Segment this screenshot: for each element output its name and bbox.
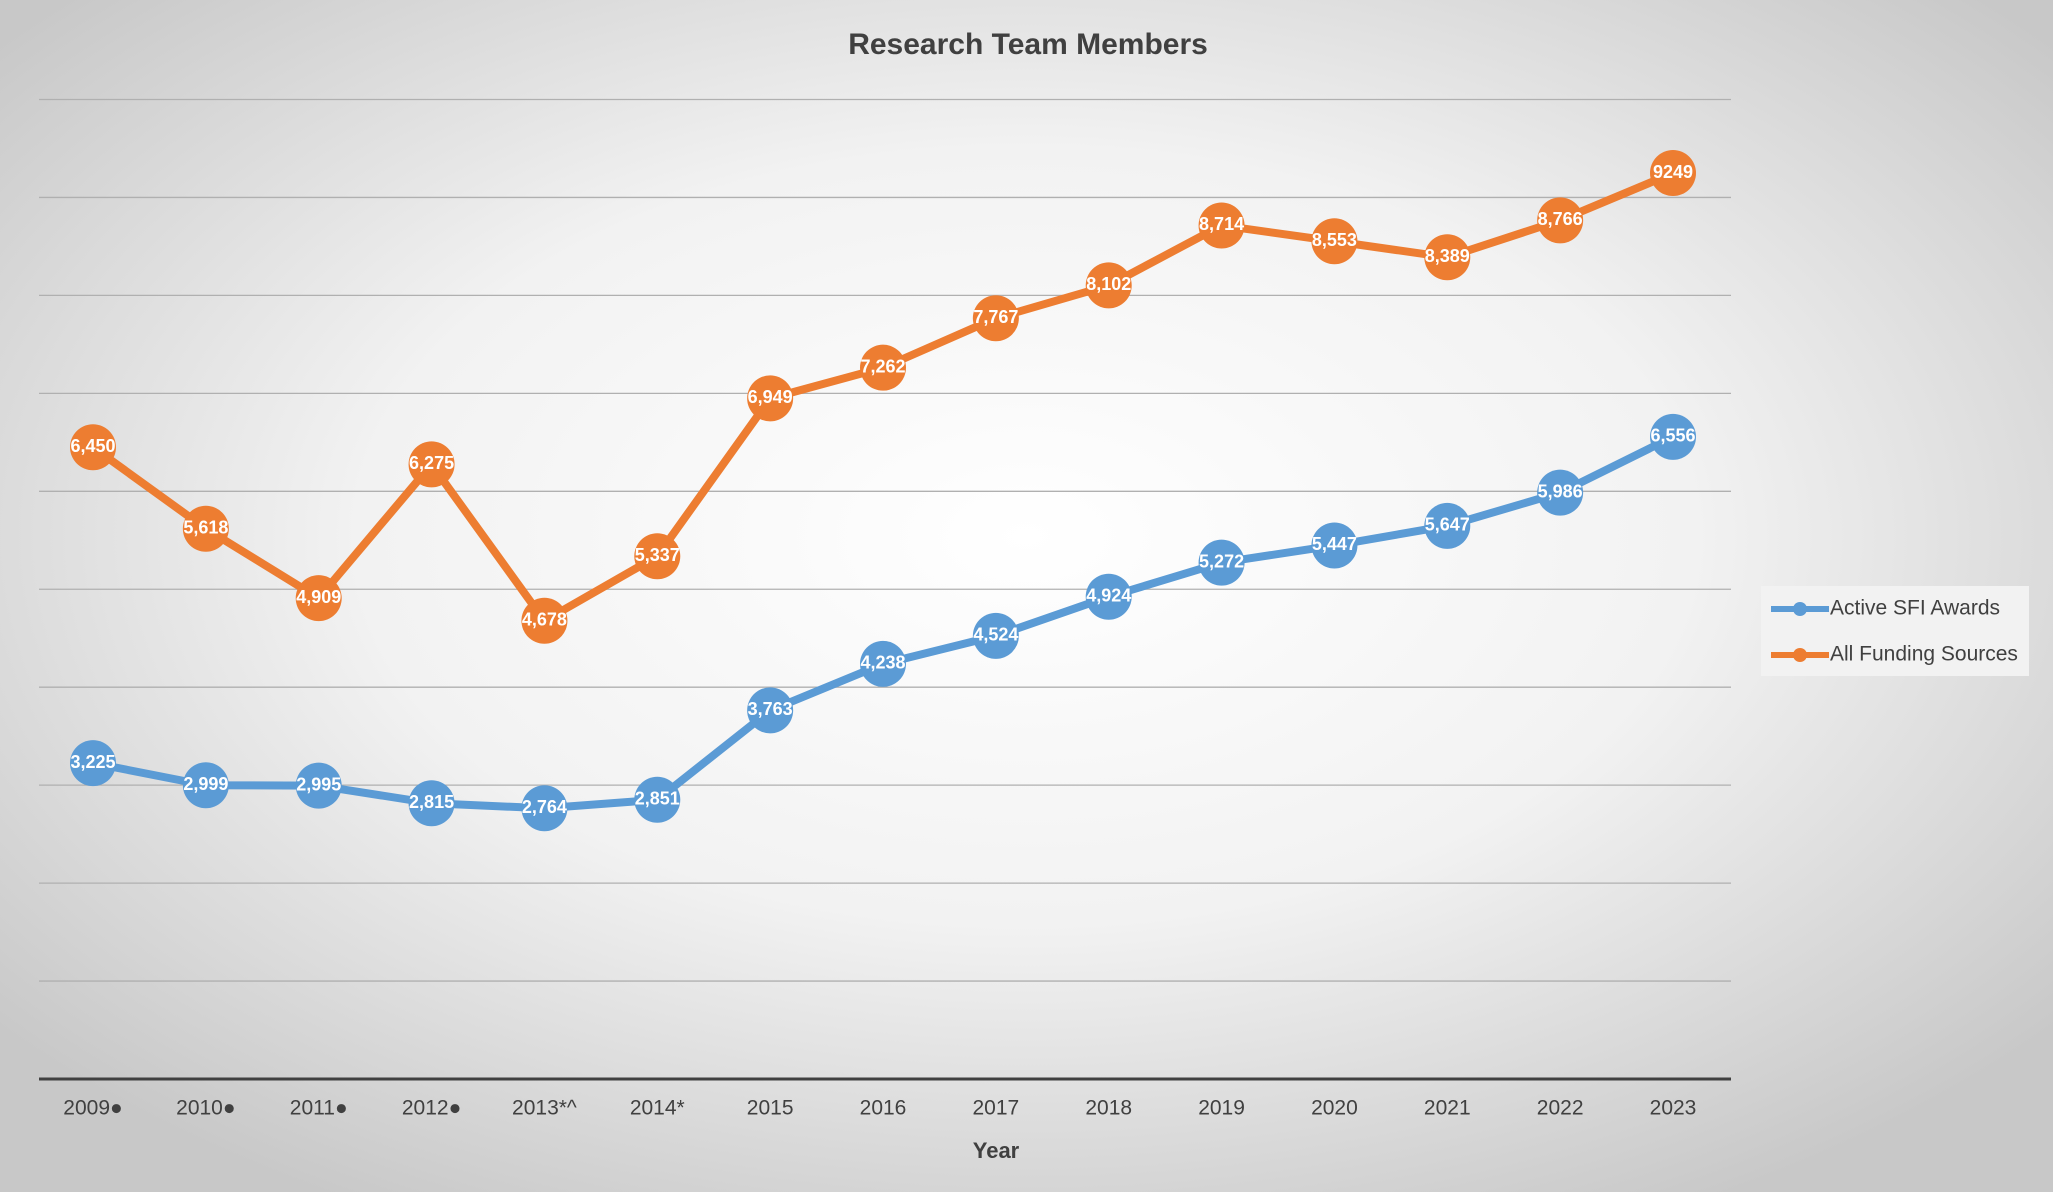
data-label: 3,763 bbox=[748, 699, 793, 719]
x-tick-label: 2010● bbox=[176, 1097, 235, 1120]
data-point bbox=[634, 533, 681, 580]
data-label: 5,272 bbox=[1199, 551, 1244, 571]
data-point bbox=[1424, 502, 1471, 549]
data-point bbox=[1311, 218, 1358, 265]
x-tick-label: 2014* bbox=[630, 1097, 685, 1120]
data-point bbox=[521, 785, 568, 832]
x-tick-label: 2013*^ bbox=[512, 1097, 577, 1120]
data-point bbox=[1650, 150, 1696, 197]
data-point bbox=[295, 575, 342, 622]
legend-label: All Funding Sources bbox=[1830, 643, 2018, 666]
data-label: 6,556 bbox=[1650, 426, 1695, 446]
data-point bbox=[1085, 573, 1132, 620]
data-point bbox=[860, 344, 906, 391]
legend-marker bbox=[1793, 602, 1807, 616]
data-label: 2,764 bbox=[522, 797, 567, 817]
data-point bbox=[182, 505, 229, 552]
data-label: 8,389 bbox=[1425, 246, 1470, 266]
data-point bbox=[182, 762, 229, 809]
data-point bbox=[70, 740, 116, 787]
data-point bbox=[860, 640, 906, 687]
data-label: 4,678 bbox=[522, 610, 567, 630]
data-point bbox=[1424, 234, 1471, 281]
data-point bbox=[747, 687, 794, 734]
data-label: 8,102 bbox=[1086, 274, 1131, 294]
data-point bbox=[1085, 262, 1132, 309]
data-point bbox=[972, 295, 1019, 342]
data-label: 4,238 bbox=[860, 653, 905, 673]
x-tick-label: 2019 bbox=[1198, 1097, 1245, 1120]
data-label: 6,949 bbox=[748, 387, 793, 407]
data-point bbox=[408, 780, 455, 827]
data-point bbox=[1198, 202, 1245, 249]
data-label: 8,714 bbox=[1199, 214, 1244, 234]
data-label: 8,553 bbox=[1312, 230, 1357, 250]
x-tick-label: 2015 bbox=[747, 1097, 794, 1120]
data-point bbox=[634, 776, 681, 823]
data-label: 3,225 bbox=[70, 752, 115, 772]
x-tick-label: 2012● bbox=[402, 1097, 461, 1120]
data-label: 2,999 bbox=[183, 774, 228, 794]
legend-marker bbox=[1793, 648, 1807, 662]
data-point bbox=[521, 597, 568, 644]
data-point bbox=[1650, 413, 1696, 460]
data-label: 4,924 bbox=[1086, 585, 1131, 605]
data-label: 2,995 bbox=[296, 774, 341, 794]
data-label: 9249 bbox=[1653, 162, 1693, 182]
data-label: 5,647 bbox=[1425, 515, 1470, 535]
data-point bbox=[70, 424, 116, 471]
data-label: 5,447 bbox=[1312, 534, 1357, 554]
x-tick-label: 2018 bbox=[1085, 1097, 1132, 1120]
x-axis-title: Year bbox=[973, 1138, 1020, 1163]
data-label: 7,262 bbox=[860, 356, 905, 376]
x-tick-label: 2022 bbox=[1537, 1097, 1584, 1120]
data-point bbox=[1537, 197, 1584, 244]
data-label: 7,767 bbox=[973, 307, 1018, 327]
data-label: 2,851 bbox=[635, 788, 680, 808]
x-tick-label: 2020 bbox=[1311, 1097, 1358, 1120]
data-point bbox=[295, 762, 342, 809]
x-tick-label: 2017 bbox=[972, 1097, 1019, 1120]
data-label: 2,815 bbox=[409, 792, 454, 812]
legend-box bbox=[1761, 586, 2029, 676]
x-tick-label: 2023 bbox=[1650, 1097, 1697, 1120]
data-point bbox=[747, 375, 794, 422]
data-label: 4,524 bbox=[973, 625, 1018, 645]
data-label: 6,275 bbox=[409, 453, 454, 473]
x-tick-label: 2011● bbox=[290, 1097, 348, 1120]
data-label: 5,337 bbox=[635, 545, 680, 565]
x-tick-label: 2009● bbox=[63, 1097, 122, 1120]
x-tick-label: 2016 bbox=[860, 1097, 907, 1120]
data-point bbox=[972, 612, 1019, 659]
data-label: 5,986 bbox=[1538, 481, 1583, 501]
legend-label: Active SFI Awards bbox=[1830, 597, 2000, 620]
chart-title: Research Team Members bbox=[848, 28, 1208, 61]
data-point bbox=[408, 441, 455, 488]
data-point bbox=[1311, 522, 1358, 569]
data-label: 8,766 bbox=[1538, 209, 1583, 229]
data-point bbox=[1537, 469, 1584, 516]
data-label: 4,909 bbox=[296, 587, 341, 607]
data-label: 6,450 bbox=[70, 436, 115, 456]
data-label: 5,618 bbox=[183, 517, 228, 537]
x-tick-label: 2021 bbox=[1424, 1097, 1471, 1120]
data-point bbox=[1198, 539, 1245, 586]
